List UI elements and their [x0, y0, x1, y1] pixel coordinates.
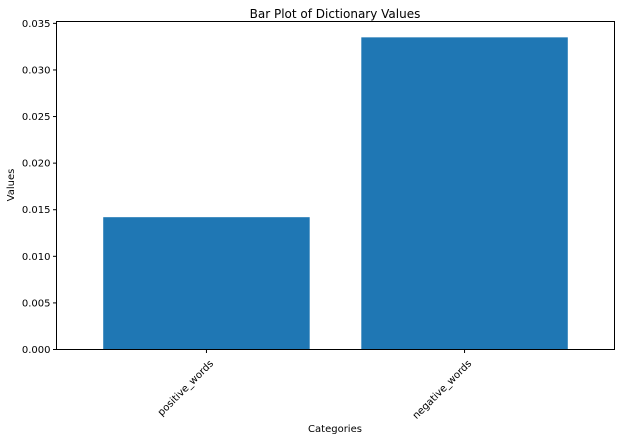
x-tick-label: negative_words	[411, 358, 474, 421]
x-axis-ticks: positive_words negative_words	[156, 349, 474, 422]
plot-frame	[56, 21, 615, 350]
bars-group	[103, 37, 568, 350]
y-tick-label: 0.005	[22, 298, 51, 309]
x-axis-label: Categories	[308, 424, 362, 435]
y-tick-label: 0.010	[22, 252, 51, 263]
y-axis-ticks: 0.000 0.005 0.010 0.015 0.020 0.025 0.030 0.035	[22, 19, 57, 356]
chart-title: Bar Plot of Dictionary Values	[250, 7, 421, 21]
bar-negative-words	[361, 37, 568, 350]
y-axis-label: Values	[6, 169, 17, 202]
y-tick-label: 0.015	[22, 205, 51, 216]
x-tick-label: positive_words	[156, 358, 216, 418]
bar-positive-words	[103, 217, 310, 350]
y-tick-label: 0.020	[22, 159, 51, 170]
y-tick-label: 0.000	[22, 345, 51, 356]
y-tick-label: 0.025	[22, 112, 51, 123]
y-tick-label: 0.035	[22, 19, 51, 30]
y-tick-label: 0.030	[22, 65, 51, 76]
